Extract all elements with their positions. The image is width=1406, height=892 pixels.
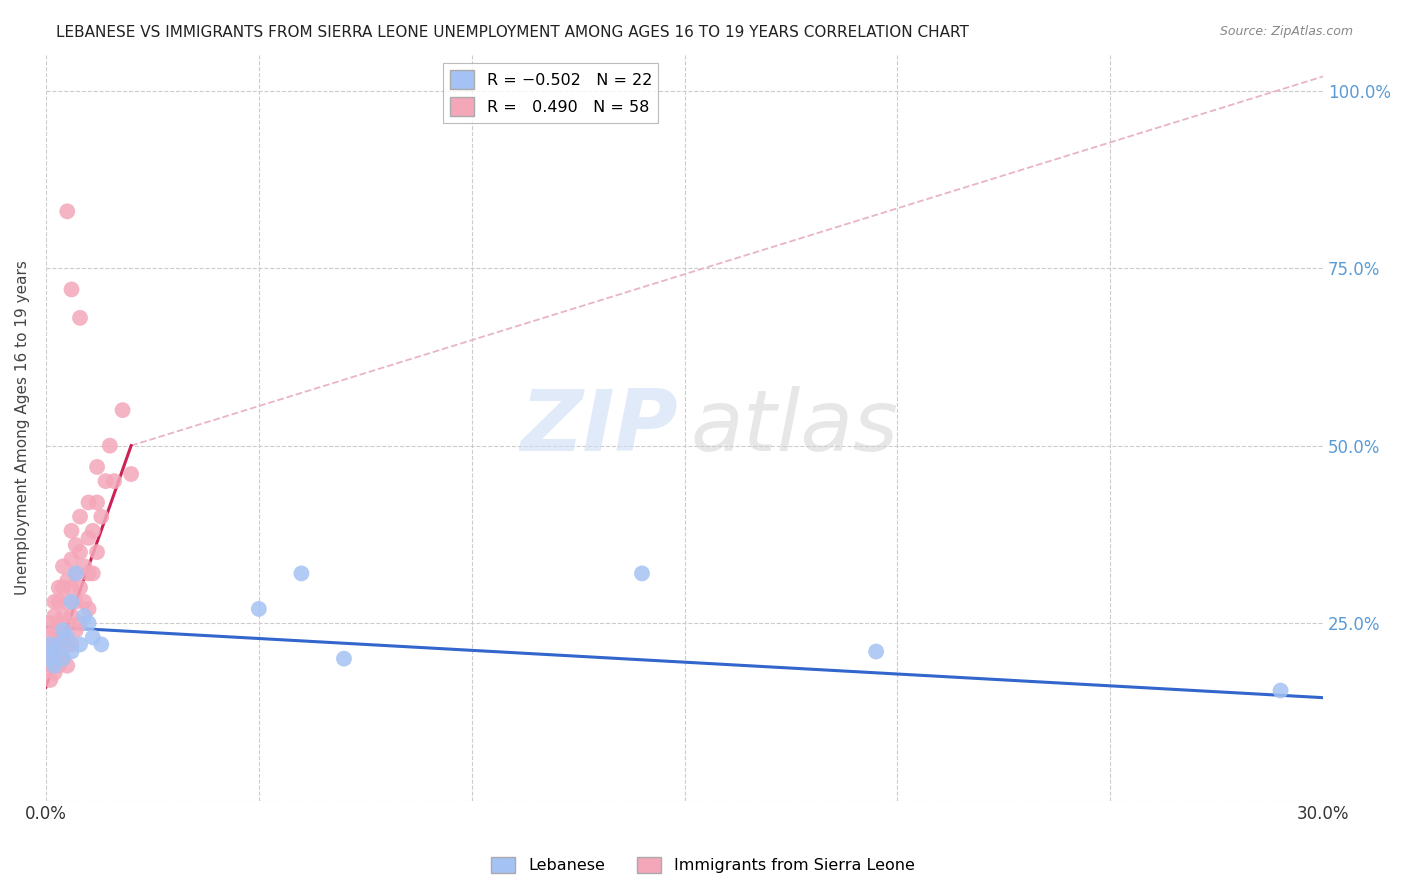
Point — [60, 282, 83, 296]
Point — [65, 538, 87, 552]
Point — [82, 566, 104, 581]
Point — [65, 566, 87, 581]
Point — [65, 566, 87, 581]
Point — [69, 509, 91, 524]
Point — [48, 616, 70, 631]
Point — [52, 559, 75, 574]
Point — [56, 637, 79, 651]
Point — [39, 637, 62, 651]
Point — [73, 609, 96, 624]
Point — [44, 595, 66, 609]
Point — [82, 630, 104, 644]
Point — [77, 602, 100, 616]
Point — [44, 665, 66, 680]
Point — [77, 566, 100, 581]
Point — [90, 637, 112, 651]
Point — [60, 524, 83, 538]
Point — [44, 609, 66, 624]
Text: ZIP: ZIP — [520, 386, 678, 469]
Point — [1270, 683, 1292, 698]
Point — [52, 581, 75, 595]
Point — [69, 310, 91, 325]
Point — [69, 581, 91, 595]
Point — [290, 566, 312, 581]
Legend: R = −0.502   N = 22, R =   0.490   N = 58: R = −0.502 N = 22, R = 0.490 N = 58 — [443, 63, 658, 123]
Point — [69, 637, 91, 651]
Point — [94, 474, 117, 488]
Point — [44, 637, 66, 651]
Point — [103, 474, 125, 488]
Legend: Lebanese, Immigrants from Sierra Leone: Lebanese, Immigrants from Sierra Leone — [485, 850, 921, 880]
Point — [77, 616, 100, 631]
Point — [69, 616, 91, 631]
Point — [44, 651, 66, 665]
Point — [73, 595, 96, 609]
Point — [56, 574, 79, 588]
Point — [60, 637, 83, 651]
Point — [39, 616, 62, 631]
Point — [73, 559, 96, 574]
Point — [48, 658, 70, 673]
Point — [56, 658, 79, 673]
Point — [77, 531, 100, 545]
Point — [60, 609, 83, 624]
Point — [247, 602, 270, 616]
Point — [56, 616, 79, 631]
Point — [111, 403, 134, 417]
Point — [35, 651, 58, 665]
Point — [86, 495, 108, 509]
Text: LEBANESE VS IMMIGRANTS FROM SIERRA LEONE UNEMPLOYMENT AMONG AGES 16 TO 19 YEARS : LEBANESE VS IMMIGRANTS FROM SIERRA LEONE… — [56, 25, 969, 40]
Point — [60, 644, 83, 658]
Point — [56, 630, 79, 644]
Point — [60, 595, 83, 609]
Point — [52, 630, 75, 644]
Point — [82, 524, 104, 538]
Point — [44, 624, 66, 638]
Point — [44, 658, 66, 673]
Point — [60, 581, 83, 595]
Point — [52, 624, 75, 638]
Point — [52, 651, 75, 665]
Point — [48, 637, 70, 651]
Text: Source: ZipAtlas.com: Source: ZipAtlas.com — [1219, 25, 1353, 38]
Point — [48, 637, 70, 651]
Point — [98, 439, 121, 453]
Point — [60, 552, 83, 566]
Point — [52, 609, 75, 624]
Point — [52, 651, 75, 665]
Point — [120, 467, 142, 481]
Point — [65, 624, 87, 638]
Point — [39, 644, 62, 658]
Point — [865, 644, 887, 658]
Point — [39, 651, 62, 665]
Text: atlas: atlas — [690, 386, 898, 469]
Point — [48, 581, 70, 595]
Point — [86, 459, 108, 474]
Point — [39, 658, 62, 673]
Point — [35, 637, 58, 651]
Point — [48, 595, 70, 609]
Point — [69, 545, 91, 559]
Point — [39, 673, 62, 687]
Y-axis label: Unemployment Among Ages 16 to 19 years: Unemployment Among Ages 16 to 19 years — [15, 260, 30, 595]
Point — [631, 566, 654, 581]
Point — [90, 509, 112, 524]
Point — [56, 204, 79, 219]
Point — [39, 630, 62, 644]
Point — [56, 595, 79, 609]
Point — [44, 644, 66, 658]
Point — [65, 595, 87, 609]
Point — [86, 545, 108, 559]
Point — [77, 495, 100, 509]
Point — [333, 651, 356, 665]
